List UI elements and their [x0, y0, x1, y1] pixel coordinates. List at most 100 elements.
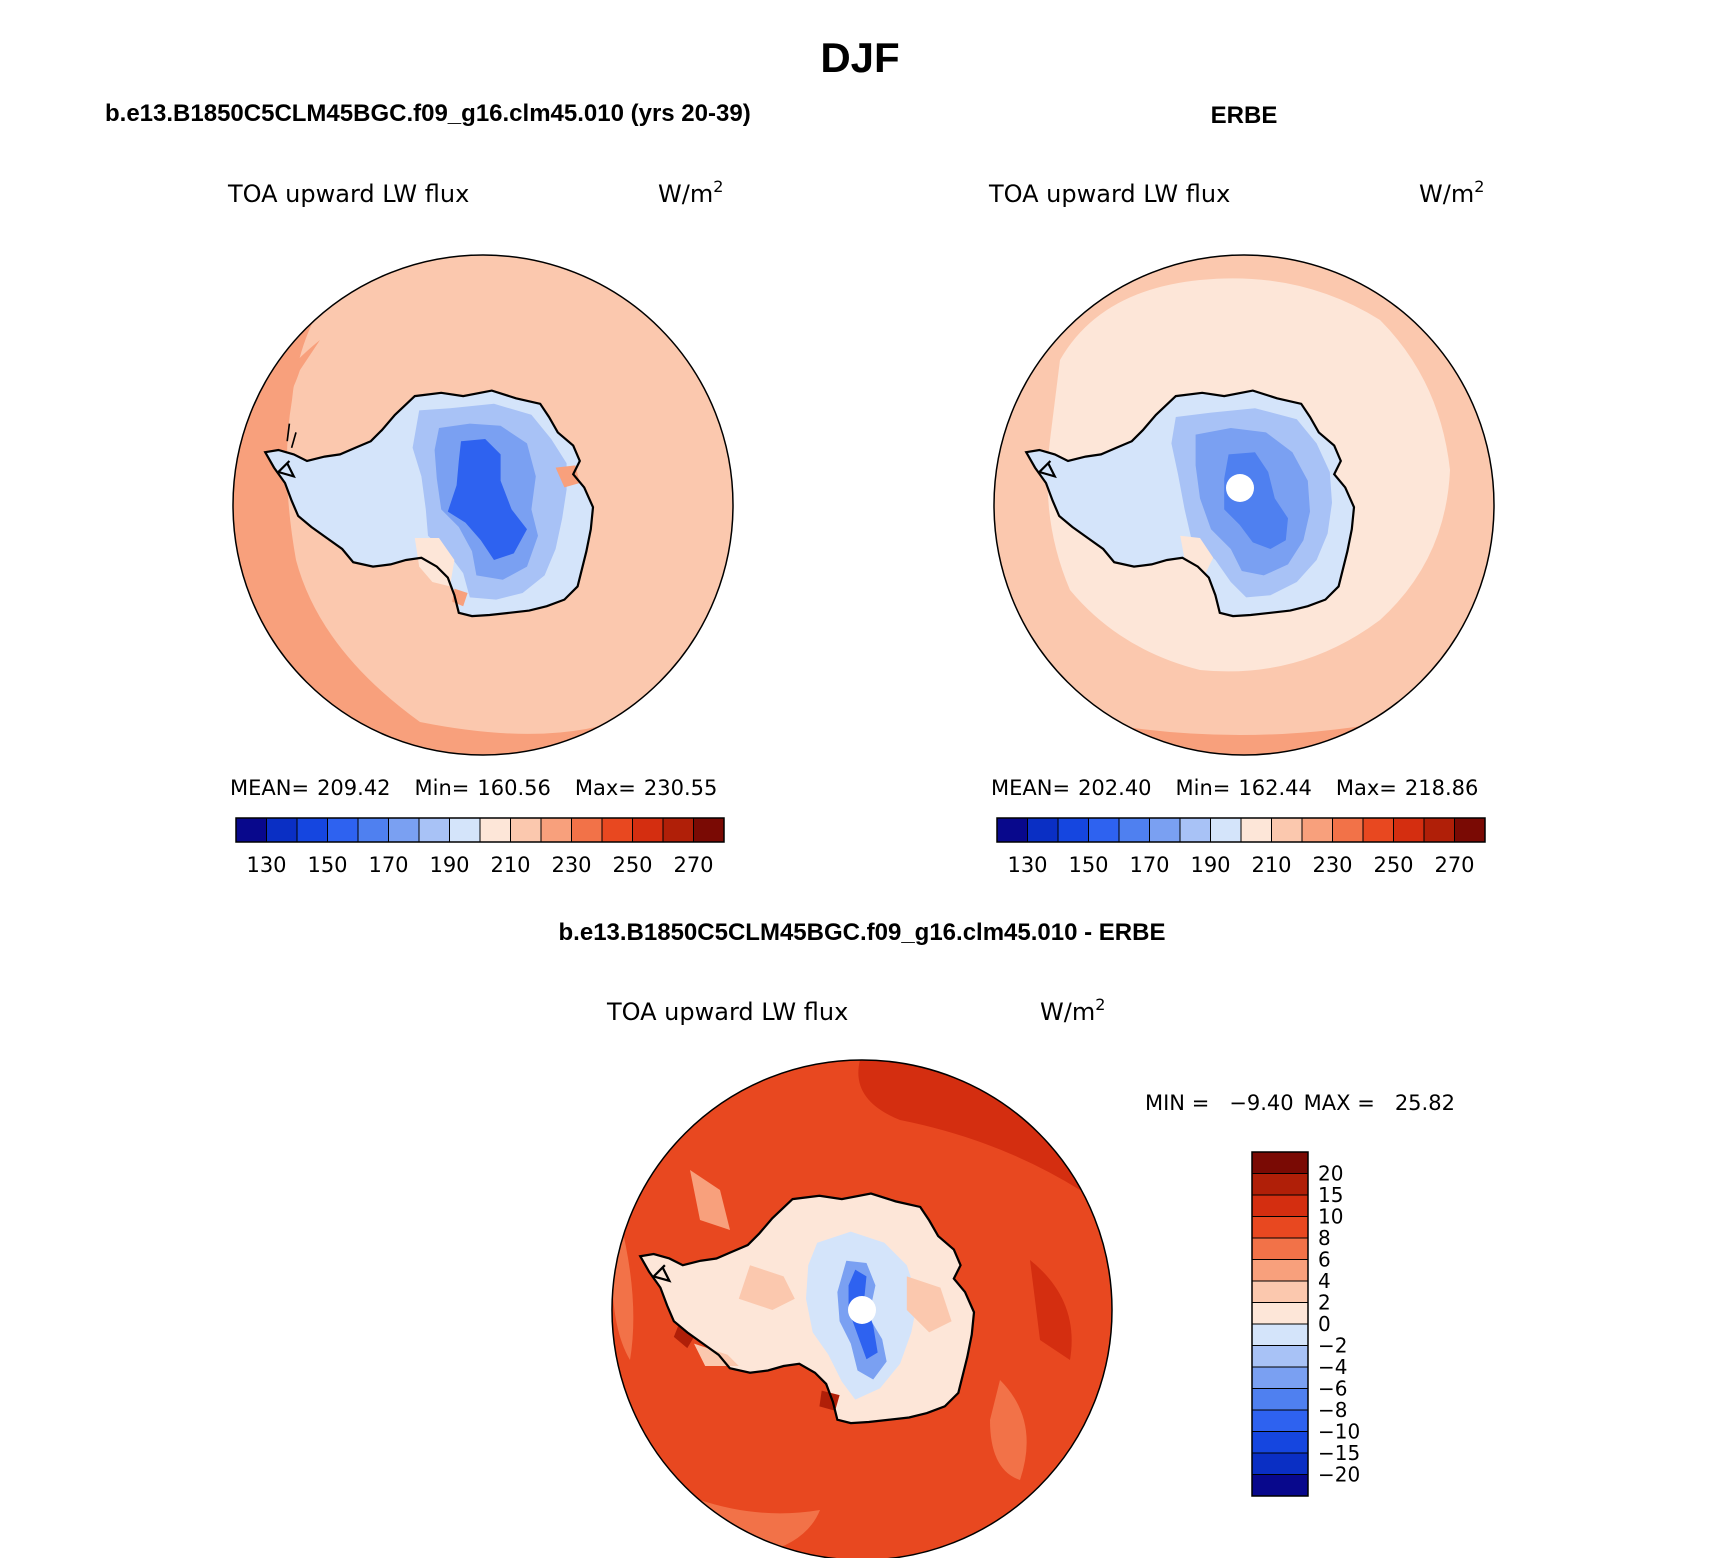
diff-colorbar-swatch — [1251, 1151, 1309, 1174]
diff-colorbar-tick-label: 20 — [1318, 1162, 1343, 1186]
obs-colorbar-tick-label: 150 — [1068, 853, 1108, 877]
model-colorbar-frame — [235, 817, 725, 843]
model-colorbar-swatch — [571, 817, 603, 843]
obs-colorbar-swatch — [1362, 817, 1394, 843]
obs-colorbar-swatch — [1454, 817, 1486, 843]
obs-colorbar-swatch — [1027, 817, 1059, 843]
model-colorbar-swatch — [235, 817, 267, 843]
diff-colorbar-tick-label: −15 — [1318, 1441, 1360, 1465]
diff-colorbar-swatch — [1251, 1173, 1309, 1196]
panel-obs: ERBE TOA upward LW flux W/m2 MEAN= 202.40… — [988, 102, 1495, 877]
diff-colorbar-swatch — [1251, 1431, 1309, 1454]
obs-colorbar-tick-label: 250 — [1373, 853, 1413, 877]
obs-colorbar-tick-label: 210 — [1251, 853, 1291, 877]
diff-colorbar-tick-label: 2 — [1318, 1291, 1331, 1315]
diff-colorbar-swatch — [1251, 1216, 1309, 1239]
model-colorbar-swatch — [662, 817, 694, 843]
figure-title: DJF — [820, 34, 899, 81]
model-colorbar-swatch — [632, 817, 664, 843]
diff-colorbar-frame — [1251, 1151, 1309, 1497]
model-colorbar-swatch — [510, 817, 542, 843]
diff-colorbar-swatch — [1251, 1345, 1309, 1368]
obs-colorbar-swatch — [1088, 817, 1120, 843]
model-colorbar-tick-label: 190 — [429, 853, 469, 877]
model-colorbar-swatch — [540, 817, 572, 843]
panel-obs-variable: TOA upward LW flux — [988, 180, 1230, 208]
panel-diff: b.e13.B1850C5CLM45BGC.f09_g16.clm45.010 … — [559, 919, 1455, 1558]
model-colorbar-tick-label: 170 — [368, 853, 408, 877]
diff-colorbar-swatch — [1251, 1259, 1309, 1282]
obs-colorbar-swatch — [1301, 817, 1333, 843]
panel-obs-map — [994, 255, 1494, 755]
panel-obs-stats: MEAN= 202.40 Min= 162.44 Max= 218.86 — [991, 776, 1478, 800]
obs-colorbar-tick-label: 170 — [1129, 853, 1169, 877]
panel-model-colorbar: 130 150 170 190 210 230 250 270 — [235, 817, 725, 877]
model-colorbar-tick-label: 270 — [673, 853, 713, 877]
diff-colorbar-tick-label: 4 — [1318, 1269, 1331, 1293]
diff-colorbar-swatch — [1251, 1302, 1309, 1325]
model-colorbar-swatch — [449, 817, 481, 843]
diff-colorbar-swatch — [1251, 1366, 1309, 1389]
obs-colorbar-frame — [996, 817, 1486, 843]
diff-colorbar-swatch — [1251, 1409, 1309, 1432]
obs-colorbar-swatch — [1240, 817, 1272, 843]
model-colorbar-tick-label: 230 — [551, 853, 591, 877]
diff-colorbar-tick-label: −6 — [1318, 1377, 1347, 1401]
panel-obs-units: W/m2 — [1419, 177, 1484, 208]
panel-model: b.e13.B1850C5CLM45BGC.f09_g16.clm45.010 … — [105, 100, 751, 877]
diff-colorbar-tick-label: −10 — [1318, 1420, 1360, 1444]
panel-model-units: W/m2 — [658, 177, 723, 208]
obs-colorbar-swatch — [1179, 817, 1211, 843]
panel-diff-title: b.e13.B1850C5CLM45BGC.f09_g16.clm45.010 … — [559, 919, 1166, 946]
panel-obs-colorbar: 130 150 170 190 210 230 250 270 — [996, 817, 1486, 877]
diff-colorbar-tick-label: −20 — [1318, 1463, 1360, 1487]
diff-colorbar-swatch — [1251, 1388, 1309, 1411]
diff-colorbar-swatch — [1251, 1452, 1309, 1475]
diff-colorbar-tick-label: 10 — [1318, 1205, 1343, 1229]
model-colorbar-swatch — [388, 817, 420, 843]
diff-colorbar-swatch — [1251, 1474, 1309, 1497]
obs-colorbar-tick-label: 190 — [1190, 853, 1230, 877]
panel-model-title: b.e13.B1850C5CLM45BGC.f09_g16.clm45.010 … — [105, 100, 751, 127]
obs-colorbar-swatch — [1423, 817, 1455, 843]
obs-colorbar-tick-label: 130 — [1007, 853, 1047, 877]
obs-colorbar-swatch — [1332, 817, 1364, 843]
model-colorbar-tick-label: 250 — [612, 853, 652, 877]
model-colorbar-tick-label: 150 — [307, 853, 347, 877]
diff-colorbar-tick-label: 15 — [1318, 1183, 1343, 1207]
obs-colorbar-swatch — [996, 817, 1028, 843]
model-colorbar-swatch — [357, 817, 389, 843]
model-colorbar-tick-label: 130 — [246, 853, 286, 877]
model-colorbar-swatch — [693, 817, 725, 843]
diff-colorbar-swatch — [1251, 1323, 1309, 1346]
diff-colorbar-swatch — [1251, 1237, 1309, 1260]
obs-colorbar-swatch — [1149, 817, 1181, 843]
diff-colorbar-tick-label: 6 — [1318, 1248, 1331, 1272]
panel-diff-stats: MIN = −9.40 MAX = 25.82 — [1145, 1091, 1455, 1115]
model-colorbar-swatch — [296, 817, 328, 843]
model-colorbar-swatch — [418, 817, 450, 843]
diff-colorbar-tick-label: 8 — [1318, 1226, 1331, 1250]
obs-colorbar-swatch — [1057, 817, 1089, 843]
panel-diff-variable: TOA upward LW flux — [606, 998, 848, 1026]
panel-obs-title: ERBE — [1211, 102, 1278, 129]
panel-model-variable: TOA upward LW flux — [227, 180, 469, 208]
diff-colorbar-swatch — [1251, 1280, 1309, 1303]
model-colorbar-swatch — [266, 817, 298, 843]
diff-colorbar-tick-label: −8 — [1318, 1398, 1347, 1422]
model-colorbar-swatch — [601, 817, 633, 843]
diff-colorbar-swatch — [1251, 1194, 1309, 1217]
model-colorbar-swatch — [479, 817, 511, 843]
obs-colorbar-swatch — [1271, 817, 1303, 843]
diff-colorbar-tick-label: −4 — [1318, 1355, 1347, 1379]
diff-colorbar-tick-label: 0 — [1318, 1312, 1331, 1336]
panel-diff-units: W/m2 — [1040, 995, 1105, 1026]
obs-colorbar-tick-label: 230 — [1312, 853, 1352, 877]
obs-colorbar-swatch — [1210, 817, 1242, 843]
model-colorbar-swatch — [327, 817, 359, 843]
model-colorbar-tick-label: 210 — [490, 853, 530, 877]
obs-colorbar-swatch — [1393, 817, 1425, 843]
panel-model-map — [233, 255, 733, 755]
